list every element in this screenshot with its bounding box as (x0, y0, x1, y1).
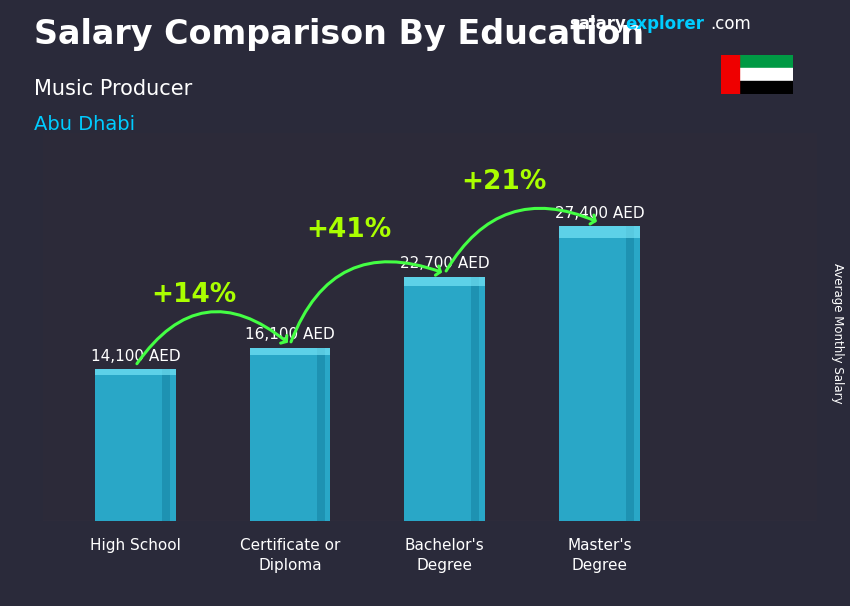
Text: salary: salary (570, 15, 626, 33)
Text: 14,100 AED: 14,100 AED (90, 349, 180, 364)
Bar (250, 348, 331, 521)
Text: +41%: +41% (306, 218, 392, 243)
Bar (721, 81, 793, 94)
Bar (721, 55, 793, 68)
Text: +14%: +14% (151, 282, 237, 308)
Text: Salary Comparison By Education: Salary Comparison By Education (34, 18, 644, 51)
Text: 16,100 AED: 16,100 AED (245, 327, 335, 342)
Bar (721, 55, 739, 94)
Bar (626, 226, 634, 521)
Text: Average Monthly Salary: Average Monthly Salary (830, 263, 844, 404)
Text: .com: .com (710, 15, 751, 33)
Text: 27,400 AED: 27,400 AED (554, 205, 644, 221)
Bar (405, 276, 485, 287)
Bar (471, 276, 479, 521)
Bar (95, 369, 176, 521)
Bar (95, 369, 176, 375)
Text: 22,700 AED: 22,700 AED (400, 256, 490, 271)
Bar (250, 348, 331, 355)
Bar (316, 348, 325, 521)
Bar (559, 226, 640, 521)
Bar (405, 276, 485, 521)
Text: Abu Dhabi: Abu Dhabi (34, 115, 135, 134)
Text: +21%: +21% (461, 169, 547, 195)
Bar (721, 68, 793, 81)
Text: explorer: explorer (625, 15, 704, 33)
Text: Music Producer: Music Producer (34, 79, 192, 99)
Bar (559, 226, 640, 238)
Bar (162, 369, 170, 521)
